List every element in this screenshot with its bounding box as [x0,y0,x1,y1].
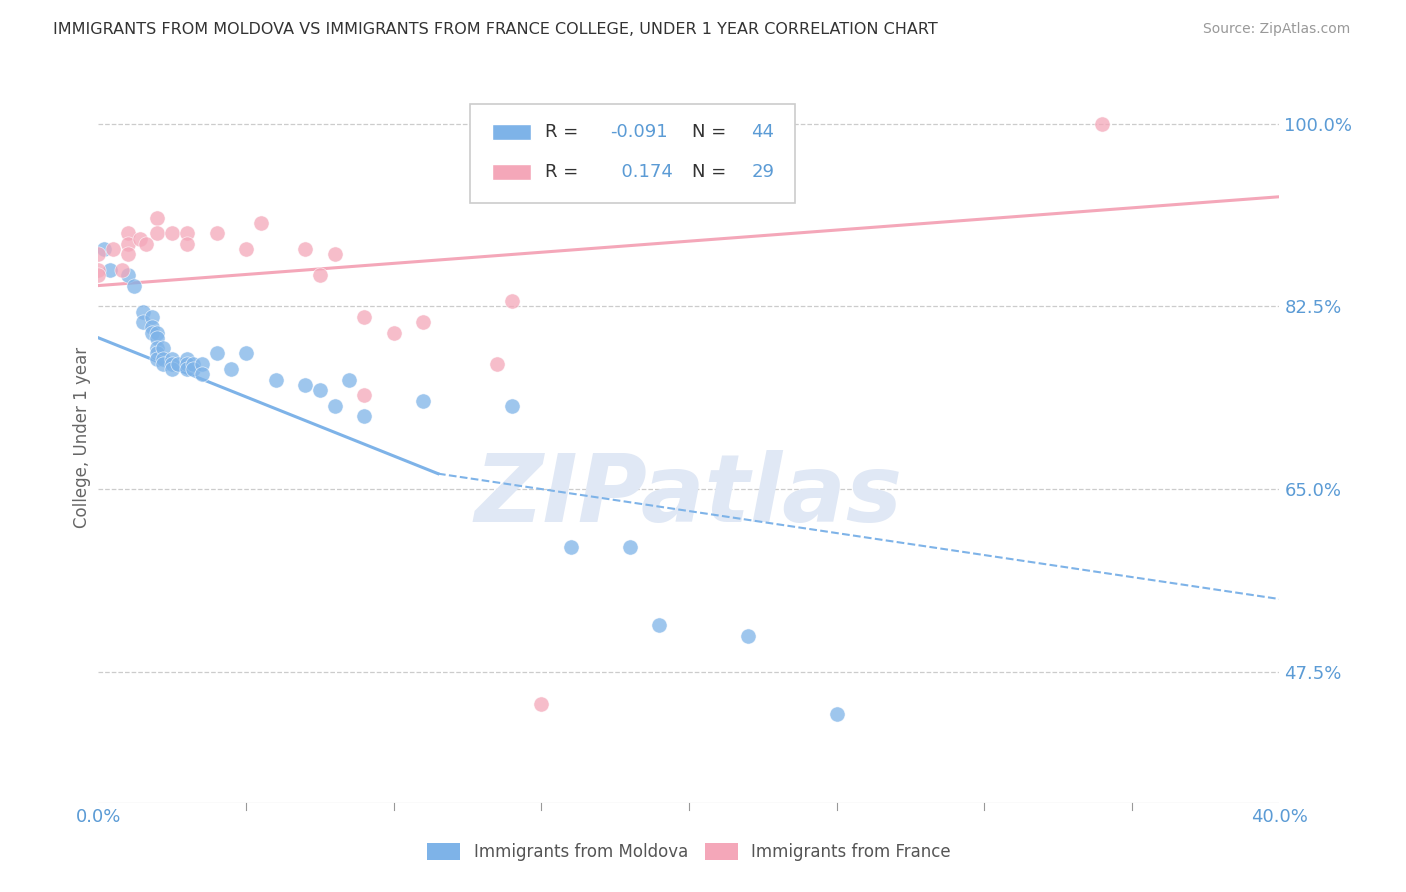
Point [309,383,332,397]
Point [117,236,139,251]
Point [146,351,169,366]
Point [412,315,434,329]
Point [205,227,228,241]
Point [146,341,169,355]
Point [309,268,332,282]
Point [141,326,163,340]
Point [353,310,375,324]
Y-axis label: College, Under 1 year: College, Under 1 year [73,346,91,528]
Point [111,263,134,277]
Point [141,320,163,334]
Text: N =: N = [693,163,727,181]
Point [191,357,214,371]
Point [117,227,139,241]
Text: 29: 29 [752,163,775,181]
Point [87,268,110,282]
Point [235,242,257,256]
Point [250,216,273,230]
Point [152,357,174,371]
Point [176,357,198,371]
Point [135,236,157,251]
Point [486,357,509,371]
Point [501,399,523,413]
Text: N =: N = [693,123,727,141]
Point [103,242,125,256]
Point [323,399,346,413]
Point [339,373,361,387]
Point [412,393,434,408]
Text: -0.091: -0.091 [610,123,668,141]
Point [117,268,139,282]
FancyBboxPatch shape [492,164,530,180]
Point [132,304,155,318]
FancyBboxPatch shape [492,124,530,140]
Point [353,388,375,402]
Point [501,294,523,309]
Point [176,236,198,251]
Legend: Immigrants from Moldova, Immigrants from France: Immigrants from Moldova, Immigrants from… [420,836,957,868]
Point [264,373,287,387]
FancyBboxPatch shape [471,104,796,203]
Point [162,351,183,366]
Point [181,362,204,376]
Point [98,263,121,277]
Point [128,231,150,245]
Point [1091,117,1114,131]
Point [560,540,582,554]
Point [382,326,405,340]
Point [87,247,110,261]
Text: 44: 44 [752,123,775,141]
Point [152,341,174,355]
Point [648,618,671,632]
Point [117,247,139,261]
Point [162,227,183,241]
Point [191,368,214,382]
Point [132,315,155,329]
Text: IMMIGRANTS FROM MOLDOVA VS IMMIGRANTS FROM FRANCE COLLEGE, UNDER 1 YEAR CORRELAT: IMMIGRANTS FROM MOLDOVA VS IMMIGRANTS FR… [53,22,938,37]
Text: R =: R = [546,123,578,141]
Point [146,346,169,360]
Point [162,357,183,371]
Point [146,211,169,225]
Point [294,242,316,256]
Point [323,247,346,261]
Point [122,278,145,293]
Point [235,346,257,360]
Point [737,629,759,643]
Point [619,540,641,554]
Point [146,227,169,241]
Text: R =: R = [546,163,578,181]
Point [530,697,553,711]
Point [162,362,183,376]
Text: ZIPatlas: ZIPatlas [475,450,903,541]
Point [825,706,848,721]
Point [221,362,243,376]
Point [167,357,190,371]
Point [141,310,163,324]
Point [152,351,174,366]
Point [181,357,204,371]
Point [176,362,198,376]
Text: 0.174: 0.174 [610,163,672,181]
Text: Source: ZipAtlas.com: Source: ZipAtlas.com [1202,22,1350,37]
Point [87,263,110,277]
Point [294,377,316,392]
Point [146,331,169,345]
Point [146,326,169,340]
Point [176,227,198,241]
Point [176,351,198,366]
Point [353,409,375,424]
Point [205,346,228,360]
Point [93,242,115,256]
